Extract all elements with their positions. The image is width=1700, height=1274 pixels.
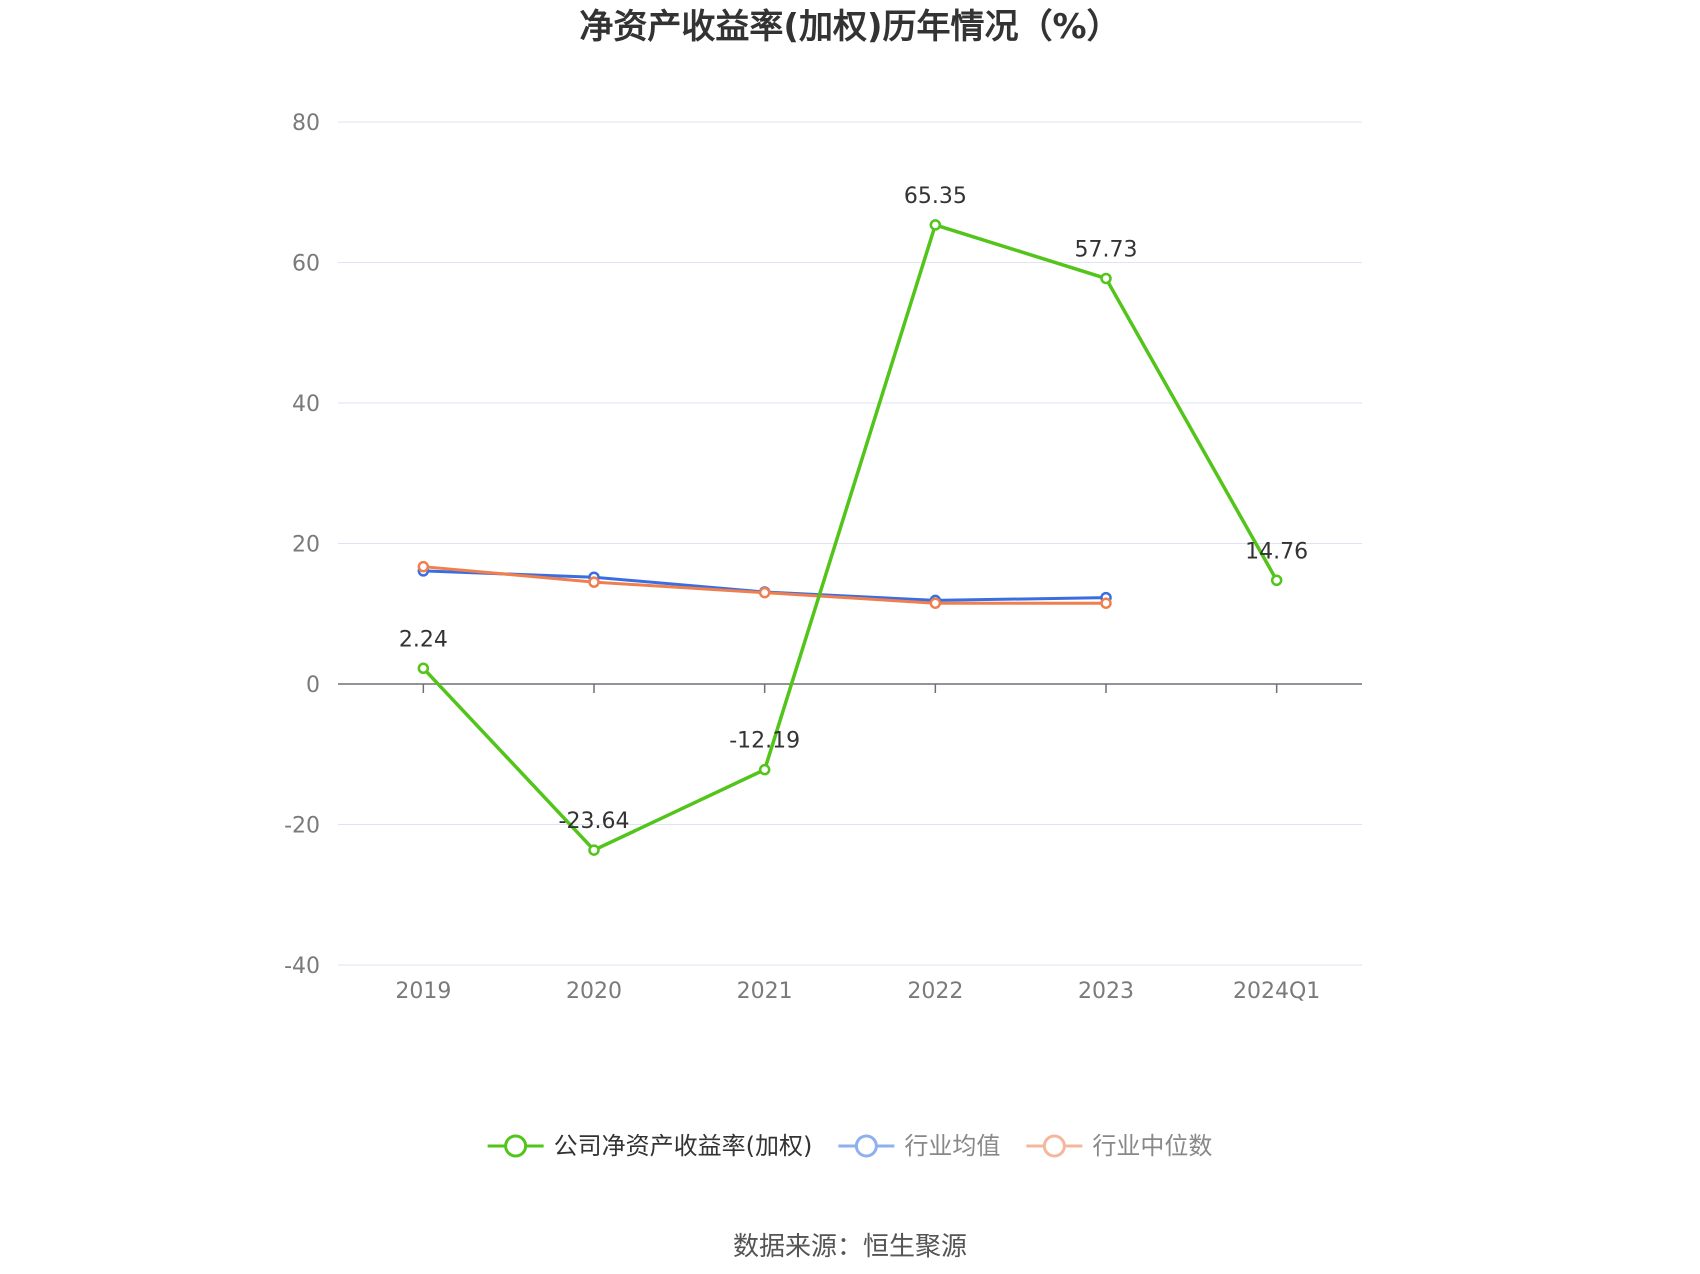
data-point-2 <box>929 597 942 609</box>
y-axis: 80 60 40 20 0 -20 -40 <box>284 111 320 979</box>
data-point-2 <box>1100 597 1112 609</box>
legend-item-2[interactable]: 行业中位数 <box>1026 1132 1212 1160</box>
data-label: 14.76 <box>1245 539 1308 564</box>
data-point-2 <box>758 586 771 599</box>
legend: 公司净资产收益率(加权) 行业均值 行业中位数 <box>487 1132 1212 1160</box>
legend-item-0[interactable]: 公司净资产收益率(加权) <box>487 1132 813 1160</box>
data-point-2 <box>417 560 430 573</box>
data-source: 数据来源：恒生聚源 <box>733 1232 967 1262</box>
legend-marker-icon <box>504 1134 528 1158</box>
x-tick-label: 2020 <box>566 979 622 1004</box>
x-tick-label: 2024Q1 <box>1233 979 1320 1004</box>
x-tick-label: 2019 <box>395 979 451 1004</box>
data-label: 2.24 <box>399 627 448 652</box>
legend-marker-icon <box>1042 1134 1066 1158</box>
data-point-0 <box>758 763 771 776</box>
data-label: 57.73 <box>1075 237 1138 262</box>
x-tick-label: 2023 <box>1078 979 1134 1004</box>
x-tick-label: 2021 <box>737 979 793 1004</box>
y-tick-label: -40 <box>284 954 320 979</box>
y-tick-label: 20 <box>292 533 320 558</box>
y-tick-label: 40 <box>292 392 320 417</box>
data-point-2 <box>588 576 600 588</box>
x-axis: 2019 2020 2021 2022 2023 2024Q1 <box>338 683 1362 1004</box>
data-label: -23.64 <box>559 809 630 834</box>
data-point-0 <box>1100 272 1112 285</box>
data-label: 65.35 <box>904 184 967 209</box>
data-point-0 <box>588 844 600 856</box>
data-labels: 2.24 -23.64 -12.19 65.35 57.73 14.76 <box>399 184 1308 834</box>
legend-label: 行业均值 <box>904 1132 1000 1160</box>
data-label: -12.19 <box>729 729 800 754</box>
x-tick-label: 2022 <box>907 979 963 1004</box>
y-tick-label: 0 <box>306 673 320 698</box>
legend-item-1[interactable]: 行业均值 <box>838 1132 1000 1160</box>
series-layer <box>417 219 1283 856</box>
legend-label: 行业中位数 <box>1092 1132 1212 1160</box>
y-tick-label: 60 <box>292 252 320 277</box>
legend-label: 公司净资产收益率(加权) <box>554 1132 813 1160</box>
data-point-0 <box>929 219 942 231</box>
legend-marker-icon <box>854 1134 878 1158</box>
data-point-0 <box>1270 574 1283 587</box>
chart-title: 净资产收益率(加权)历年情况（%） <box>579 7 1120 47</box>
y-tick-label: 80 <box>292 111 320 136</box>
y-tick-label: -20 <box>284 814 320 839</box>
data-point-0 <box>417 662 430 675</box>
grid-lines <box>338 121 1362 966</box>
series-line-0 <box>422 223 1279 852</box>
